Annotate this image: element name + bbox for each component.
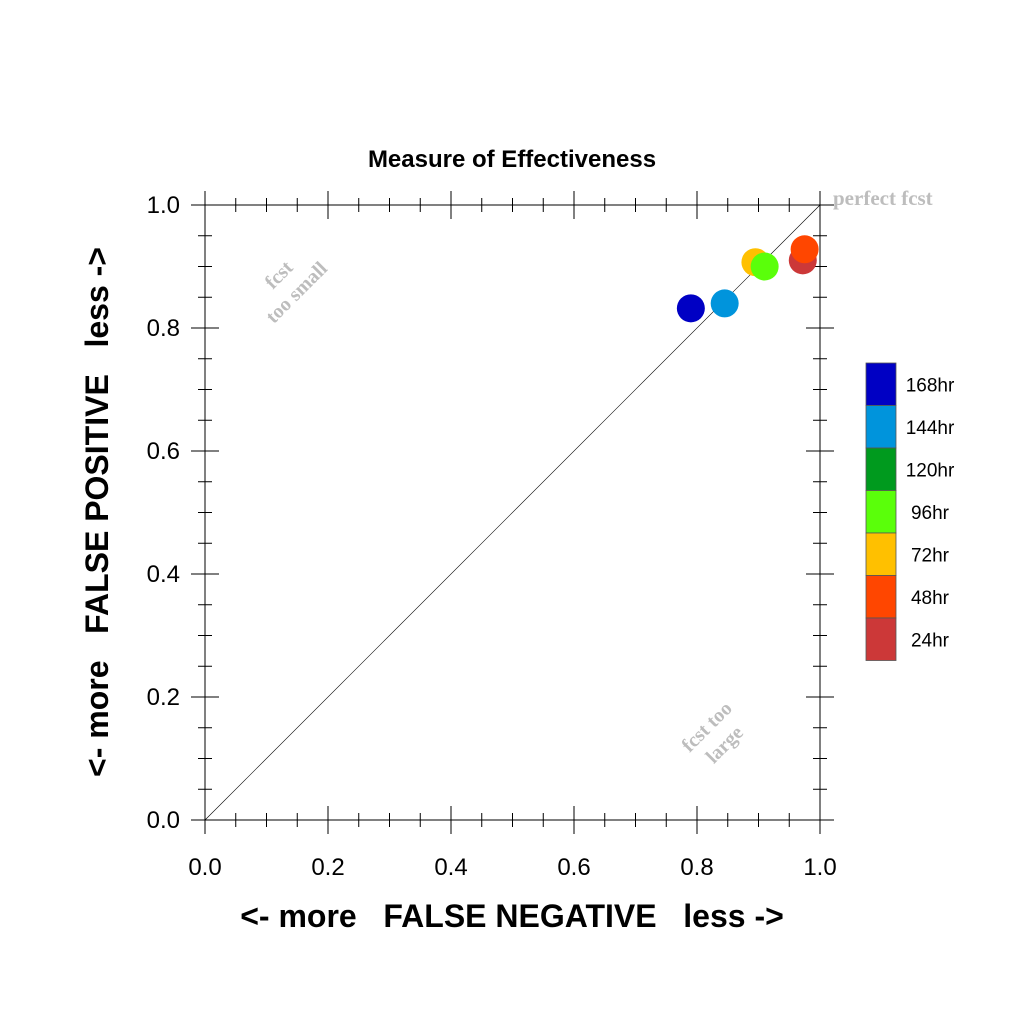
y-tick-label: 0.4 xyxy=(147,561,180,588)
legend-label-72hr: 72hr xyxy=(911,545,950,566)
y-tick-label: 1.0 xyxy=(147,192,180,219)
x-tick-label: 0.2 xyxy=(311,854,344,881)
legend-swatch-168hr xyxy=(865,362,897,406)
y-tick-label: 0.6 xyxy=(147,438,180,465)
legend-label-168hr: 168hr xyxy=(906,375,955,396)
x-tick-label: 0.4 xyxy=(434,854,467,881)
x-tick-label: 0.8 xyxy=(680,854,713,881)
point-96hr xyxy=(750,252,779,281)
x-tick-label: 0.0 xyxy=(188,854,221,881)
annotation-perfect-fcst: perfect fcst xyxy=(833,186,933,210)
x-tick-label: 0.6 xyxy=(557,854,590,881)
point-144hr xyxy=(710,289,739,318)
annotation-too-small: fcst too small xyxy=(261,256,332,327)
legend-swatch-144hr xyxy=(865,405,897,449)
chart-title: Measure of Effectiveness xyxy=(368,146,656,173)
legend-label-144hr: 144hr xyxy=(906,418,955,439)
legend-label-96hr: 96hr xyxy=(911,503,950,524)
legend-label-120hr: 120hr xyxy=(906,460,955,481)
y-tick-label: 0.2 xyxy=(147,684,180,711)
legend: 168hr 144hr 120hr 96hr 72hr 48hr 24hr xyxy=(865,362,955,661)
legend-swatch-120hr xyxy=(865,447,897,491)
legend-label-48hr: 48hr xyxy=(911,588,950,609)
y-axis-label: <- more FALSE POSITIVE less -> xyxy=(79,247,115,777)
y-tick-label: 0.0 xyxy=(147,807,180,834)
annotation-too-large: fcst too large xyxy=(678,698,748,768)
point-48hr xyxy=(790,235,819,264)
legend-swatch-48hr xyxy=(865,575,897,619)
x-axis-label: <- more FALSE NEGATIVE less -> xyxy=(240,898,784,934)
legend-swatch-24hr xyxy=(865,617,897,661)
x-tick-label: 1.0 xyxy=(803,854,836,881)
point-168hr xyxy=(676,294,705,323)
y-tick-label: 0.8 xyxy=(147,315,180,342)
legend-label-24hr: 24hr xyxy=(911,630,950,651)
legend-swatch-72hr xyxy=(865,532,897,576)
legend-swatch-96hr xyxy=(865,490,897,534)
